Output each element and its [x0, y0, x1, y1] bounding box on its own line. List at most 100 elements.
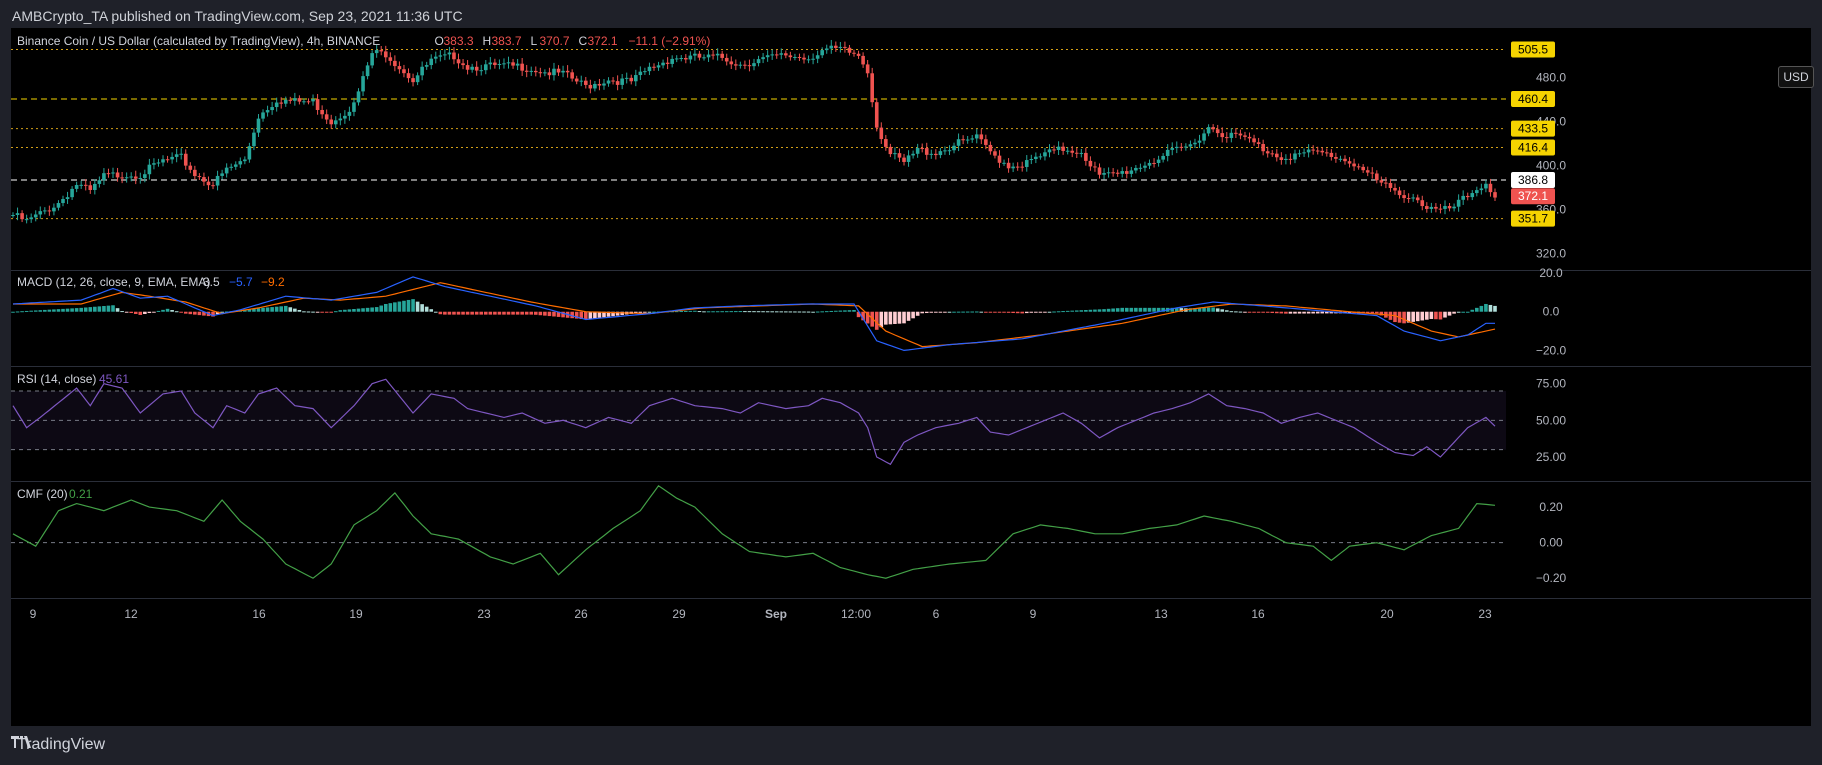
candle-body	[979, 134, 984, 140]
macd-histogram-bar	[1434, 311, 1438, 320]
candle-body	[456, 59, 461, 64]
candle-body	[211, 185, 215, 187]
price-legend-c: 372.1	[588, 34, 618, 48]
macd-histogram-bar	[1247, 311, 1252, 313]
candle-body	[15, 213, 20, 215]
currency-button[interactable]: USD	[1778, 66, 1814, 88]
price-legend-h_label: H	[483, 34, 492, 48]
candle-body	[606, 80, 611, 84]
macd-histogram-bar	[679, 311, 684, 313]
candle-body	[793, 56, 797, 58]
candle-body	[552, 68, 556, 76]
candle-body	[111, 172, 115, 174]
candle-body	[261, 112, 265, 119]
candle-body	[243, 159, 247, 162]
candle-body	[1202, 133, 1206, 141]
candle-body	[1011, 166, 1015, 169]
candle-body	[411, 78, 415, 83]
macd-histogram-bar	[193, 311, 197, 315]
candle-body	[620, 78, 624, 85]
macd-histogram-bar	[1234, 311, 1238, 313]
macd-histogram-bar	[70, 308, 74, 312]
candle-body	[1006, 162, 1011, 169]
price-axis-tick: 480.0	[1536, 71, 1566, 85]
macd-histogram-bar	[497, 311, 502, 315]
candle-body	[697, 53, 702, 58]
macd-histogram-bar	[1020, 311, 1025, 314]
candle-body	[1384, 182, 1388, 184]
candle-body	[734, 64, 738, 66]
candle-body	[11, 215, 15, 216]
macd-histogram-bar	[684, 310, 688, 312]
candle-body	[247, 146, 252, 160]
macd-histogram-bar	[997, 311, 1002, 313]
candle-body	[1047, 149, 1052, 153]
price-legend-change: −11.1 (−2.91%)	[629, 34, 711, 48]
macd-histogram-bar	[270, 307, 274, 312]
macd-histogram-bar	[815, 311, 820, 313]
candle-body	[1493, 192, 1497, 198]
candle-body	[233, 164, 238, 167]
time-axis-tick: 26	[574, 607, 588, 621]
macd-histogram-bar	[1161, 307, 1165, 312]
time-axis-tick: 19	[349, 607, 363, 621]
macd-histogram-bar	[738, 311, 743, 313]
macd-histogram-bar	[243, 310, 247, 312]
candle-body	[1143, 165, 1147, 168]
tradingview-logo[interactable]: TradingView	[11, 736, 105, 754]
tradingview-logo-text: TradingView	[17, 736, 106, 753]
candle-body	[820, 50, 824, 56]
macd-histogram-bar	[611, 311, 615, 317]
macd-histogram-bar	[211, 311, 215, 317]
candle-body	[483, 64, 488, 71]
candle-body	[1111, 172, 1115, 174]
macd-histogram-bar	[597, 311, 602, 318]
candle-body	[643, 71, 647, 73]
candle-body	[761, 57, 765, 60]
candle-body	[24, 219, 29, 221]
macd-histogram-bar	[1143, 307, 1147, 312]
macd-histogram-bar	[283, 305, 288, 312]
macd-histogram-bar	[988, 311, 993, 313]
candle-body	[1470, 193, 1475, 198]
candle-body	[938, 151, 943, 156]
last-price-label-bg	[1511, 188, 1555, 205]
macd-histogram-bar	[1006, 311, 1011, 313]
macd-histogram-bar	[438, 311, 443, 315]
candle-body	[943, 150, 947, 152]
candle-body	[56, 203, 61, 208]
macd-histogram-bar	[65, 308, 70, 312]
macd-histogram-bar	[1038, 311, 1043, 313]
candle-body	[661, 62, 665, 66]
macd-histogram-bar	[1315, 311, 1320, 314]
macd-histogram-bar	[511, 311, 515, 315]
macd-histogram-bar	[1411, 311, 1415, 322]
macd-histogram-bar	[915, 311, 920, 316]
candle-body	[824, 48, 829, 51]
candle-body	[1284, 158, 1288, 160]
macd-histogram-bar	[461, 311, 465, 315]
macd-histogram-bar	[1215, 308, 1220, 312]
candle-body	[374, 50, 379, 54]
candle-body	[174, 154, 179, 157]
candle-body	[406, 73, 411, 79]
macd-histogram-bar	[1365, 311, 1370, 314]
candle-body	[1211, 127, 1215, 130]
macd-axis-tick: 0.0	[1543, 305, 1560, 319]
macd-histogram-bar	[552, 311, 556, 317]
candle-body	[884, 139, 888, 147]
macd-axis-tick: 20.0	[1539, 266, 1563, 280]
price-axis-tick: 400.0	[1536, 159, 1566, 173]
macd-histogram-bar	[829, 310, 834, 312]
candle-body	[297, 98, 302, 102]
macd-histogram-bar	[1420, 311, 1425, 321]
macd-histogram-bar	[1406, 311, 1411, 323]
macd-histogram-bar	[1070, 310, 1075, 312]
macd-histogram-bar	[1274, 311, 1279, 314]
macd-histogram-bar	[929, 311, 934, 313]
macd-histogram-bar	[784, 311, 788, 313]
macd-histogram-bar	[524, 311, 529, 315]
candle-body	[133, 176, 138, 179]
macd-histogram-bar	[288, 307, 293, 312]
candle-body	[843, 46, 847, 48]
